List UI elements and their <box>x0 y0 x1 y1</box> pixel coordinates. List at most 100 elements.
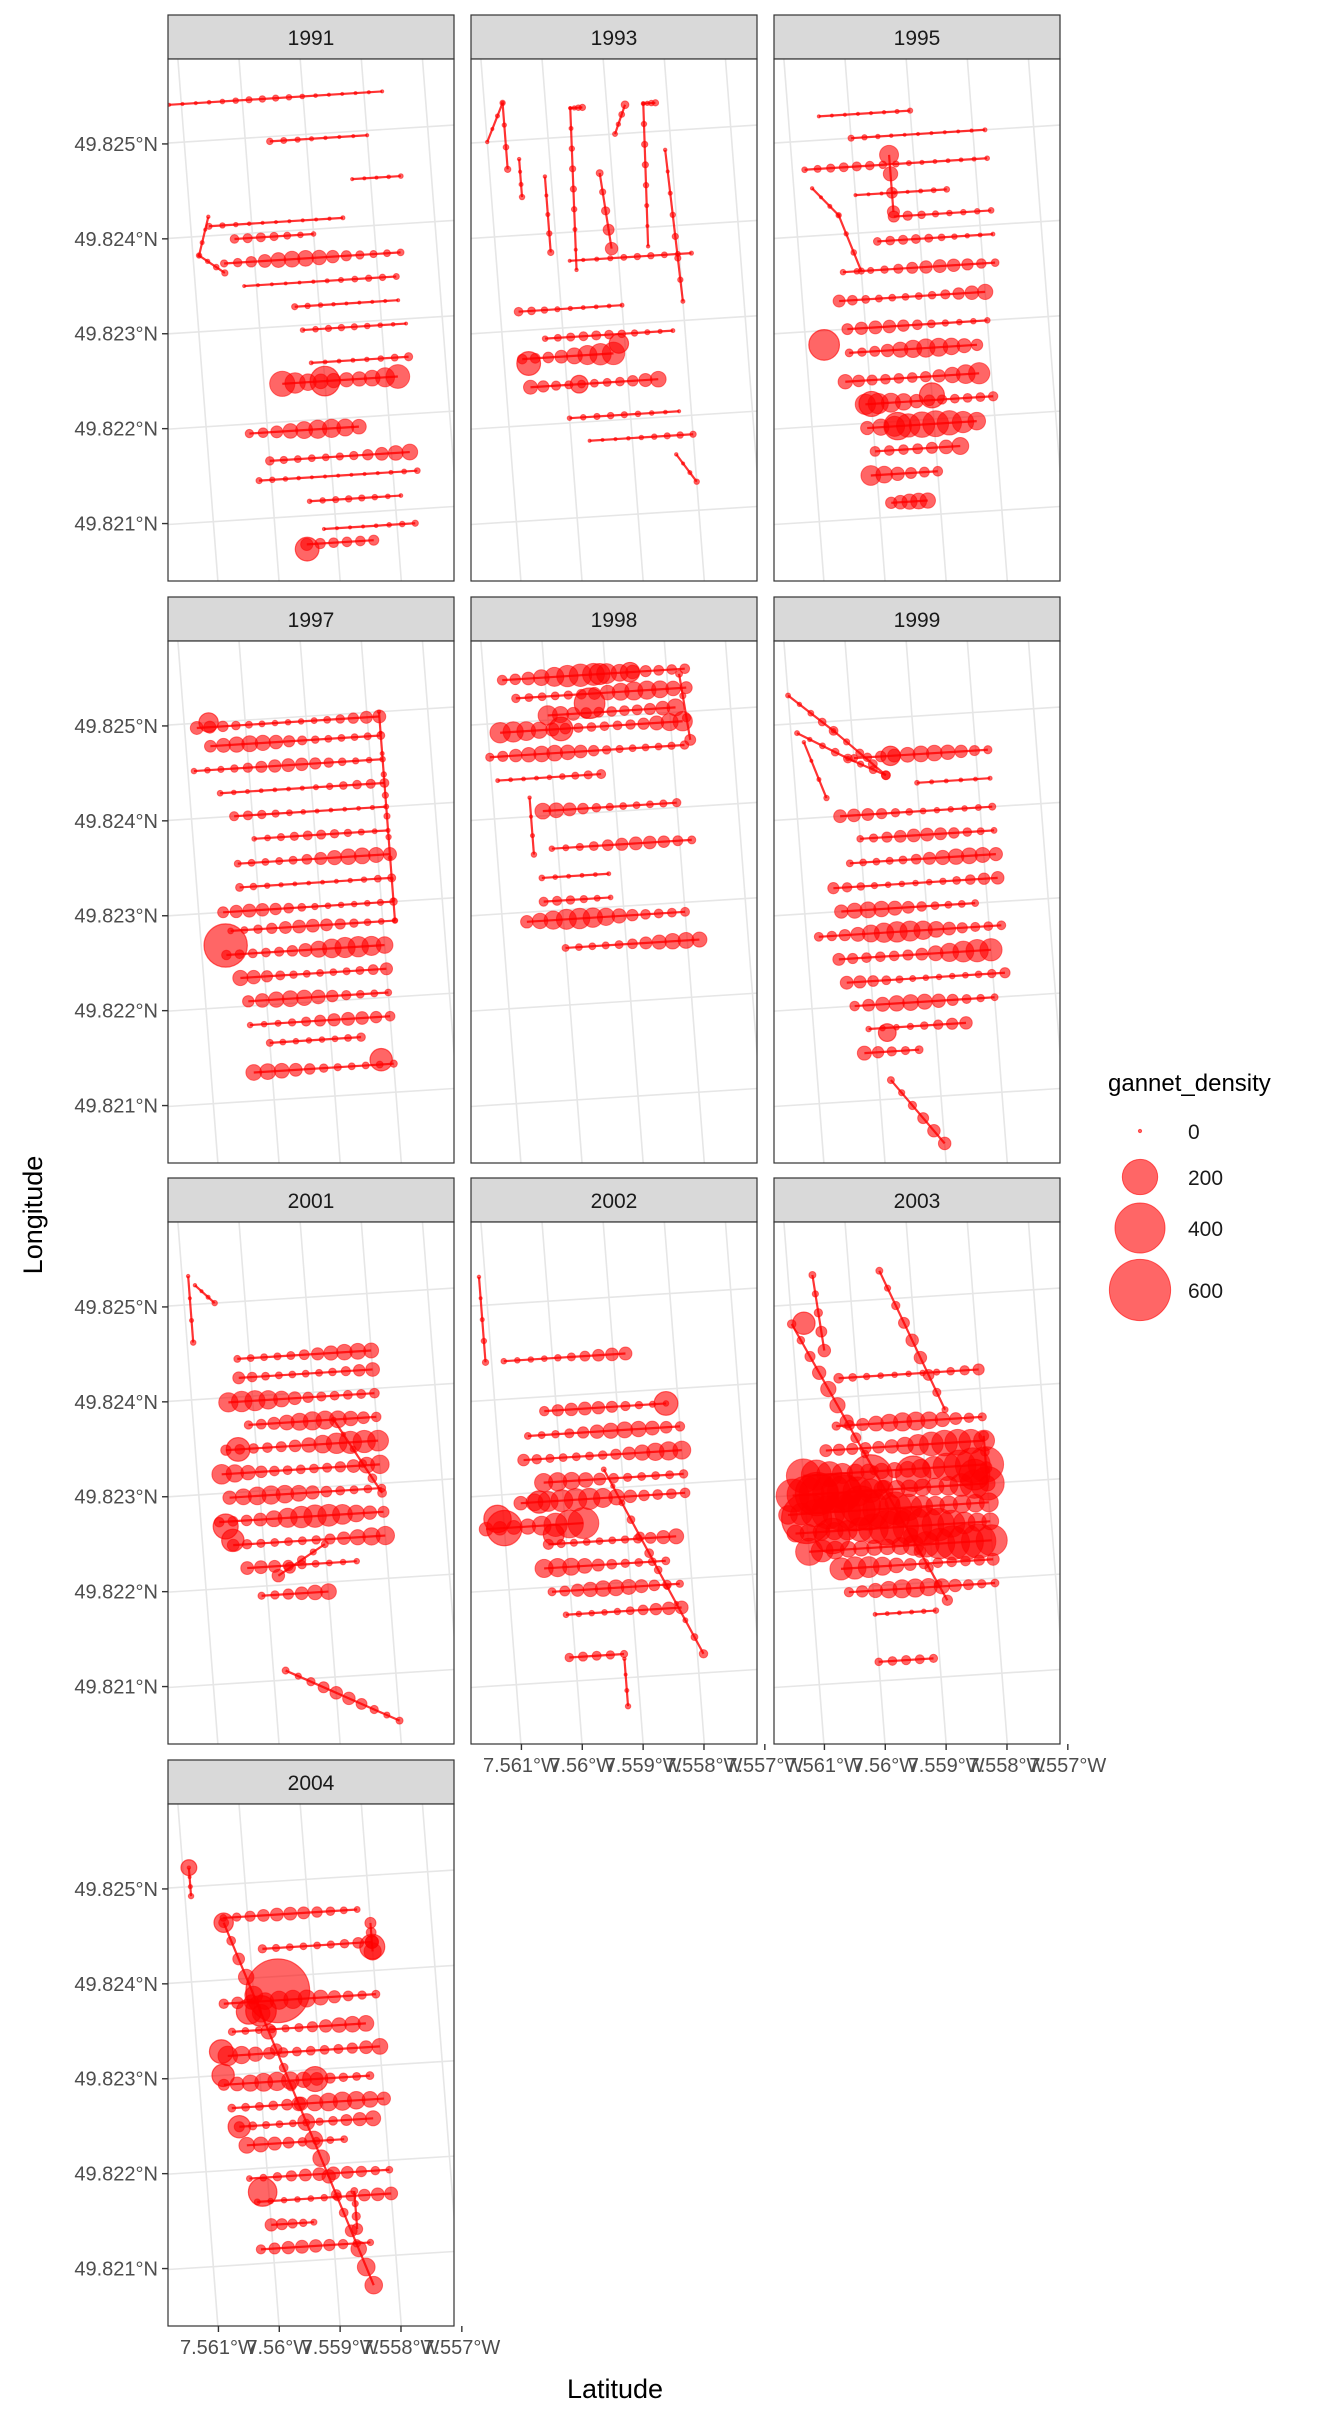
density-point <box>325 249 340 264</box>
survey-data <box>168 89 421 562</box>
density-point <box>978 1430 990 1442</box>
density-point <box>258 95 267 103</box>
gridline-lat <box>774 505 1060 526</box>
density-point <box>339 1558 347 1566</box>
legend-key-400 <box>1114 1202 1166 1254</box>
density-point <box>267 1416 281 1430</box>
density-point <box>583 770 593 780</box>
density-point <box>304 302 311 310</box>
density-point <box>349 1485 359 1495</box>
density-point <box>500 100 505 106</box>
density-point <box>318 1063 329 1073</box>
density-point <box>335 452 344 461</box>
density-point <box>338 781 348 790</box>
density-point <box>298 2218 308 2228</box>
legend-key-600 <box>1108 1258 1172 1322</box>
density-point <box>332 496 340 504</box>
density-point <box>390 353 399 362</box>
density-point <box>260 1353 268 1362</box>
density-point <box>297 231 304 239</box>
density-point <box>630 329 639 337</box>
density-point <box>217 765 225 773</box>
density-point <box>542 351 555 364</box>
density-point <box>285 2080 297 2092</box>
density-point <box>558 773 566 780</box>
density-point <box>673 1600 680 1607</box>
density-point <box>302 969 311 978</box>
gridline-lon <box>602 59 644 581</box>
track-path <box>677 673 692 741</box>
gridline-lon <box>663 641 706 1163</box>
density-point <box>659 799 668 808</box>
density-point <box>816 114 821 119</box>
density-point <box>273 1352 282 1361</box>
density-point <box>649 370 667 388</box>
density-point <box>344 495 353 503</box>
track-path <box>353 2190 359 2230</box>
density-point <box>845 859 854 868</box>
gridline-lon <box>541 59 583 581</box>
density-point <box>680 298 686 304</box>
density-point <box>255 283 261 288</box>
panel-border <box>470 1221 758 1745</box>
density-point <box>920 827 935 842</box>
legend-label: 0 <box>1188 1121 1200 1144</box>
density-point <box>881 110 887 115</box>
density-point <box>620 1579 637 1595</box>
density-point <box>796 1335 806 1345</box>
density-point <box>905 1370 912 1378</box>
y-tick-label: 49.823°N <box>74 1487 158 1509</box>
density-point <box>297 280 302 285</box>
density-point <box>573 744 588 759</box>
density-point <box>624 1702 632 1710</box>
density-point <box>816 776 822 783</box>
density-point <box>520 915 534 929</box>
density-point <box>322 359 328 365</box>
density-point <box>644 1420 660 1436</box>
density-point <box>867 975 880 987</box>
density-point <box>260 1020 268 1028</box>
density-point <box>960 208 967 216</box>
density-point <box>932 1607 940 1614</box>
facet-1999: 1999 <box>773 596 1061 1164</box>
density-point <box>675 669 684 678</box>
density-point <box>364 2275 384 2295</box>
gridline-lon <box>177 641 219 1163</box>
density-point <box>259 1063 277 1081</box>
gridline-lon <box>299 1222 341 1744</box>
density-point <box>960 1555 971 1567</box>
density-point <box>634 1558 644 1567</box>
density-point <box>645 244 651 249</box>
density-point <box>674 254 682 262</box>
gridline-lat <box>168 1287 454 1307</box>
density-spot <box>211 2063 235 2088</box>
density-point <box>853 975 867 989</box>
density-point <box>943 185 951 193</box>
density-point <box>667 741 676 750</box>
density-point <box>691 931 708 948</box>
density-point <box>324 278 330 284</box>
density-point <box>872 857 881 866</box>
density-point <box>320 918 333 932</box>
density-point <box>281 2024 290 2033</box>
density-point <box>909 1609 915 1615</box>
density-point <box>362 448 374 461</box>
density-point <box>379 962 394 976</box>
density-point <box>566 873 572 879</box>
density-point <box>887 1656 898 1666</box>
density-point <box>241 2027 250 2035</box>
density-point <box>980 1446 990 1457</box>
density-point <box>233 859 242 868</box>
density-point <box>270 1538 280 1547</box>
density-point <box>523 1432 532 1440</box>
density-point <box>990 993 999 1002</box>
density-point <box>872 1440 885 1454</box>
density-point <box>271 719 279 727</box>
density-point <box>927 921 945 938</box>
density-spot <box>792 1311 816 1336</box>
density-point <box>338 2072 349 2083</box>
y-tick-label: 49.824°N <box>74 1974 158 1996</box>
density-point <box>850 249 858 256</box>
density-point <box>285 2170 298 2182</box>
density-point <box>919 159 925 165</box>
